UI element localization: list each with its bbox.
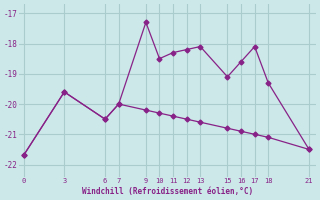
- X-axis label: Windchill (Refroidissement éolien,°C): Windchill (Refroidissement éolien,°C): [82, 187, 253, 196]
